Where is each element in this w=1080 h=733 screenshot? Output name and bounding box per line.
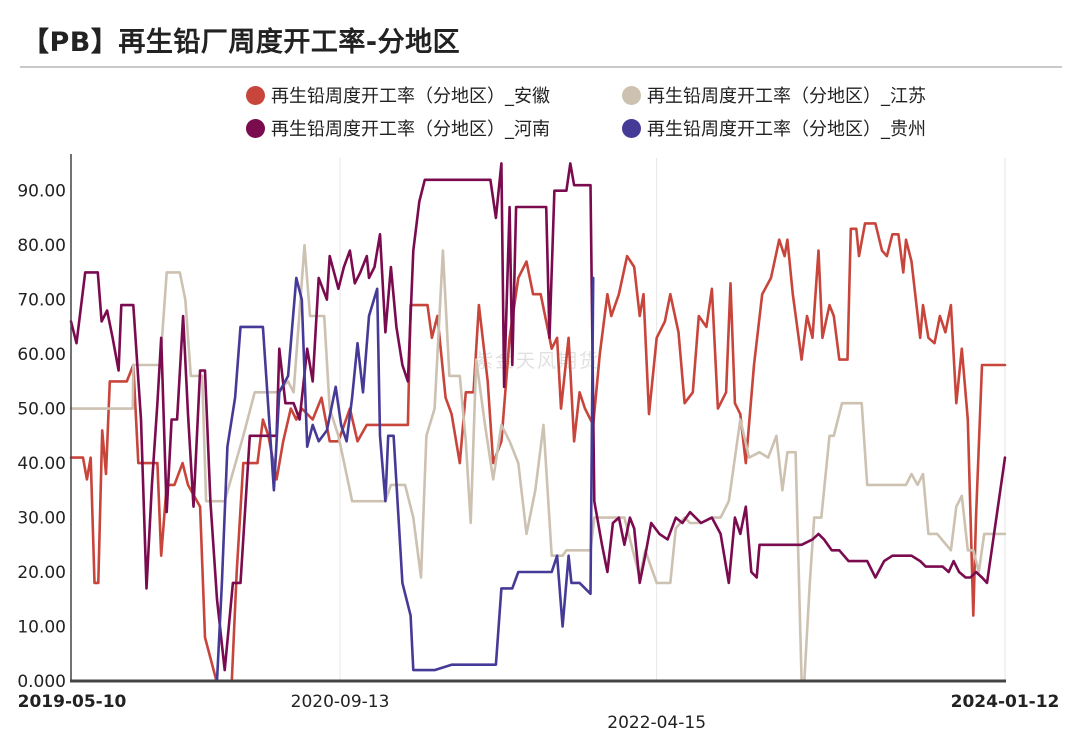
legend-label-guizhou: 再生铅周度开工率（分地区）_贵州	[647, 119, 926, 140]
y-tick-label: 40.00	[17, 454, 66, 474]
legend-label-henan: 再生铅周度开工率（分地区）_河南	[271, 119, 550, 140]
legend-marker-anhui	[246, 85, 265, 105]
legend-marker-henan	[246, 118, 265, 138]
legend-item-guizhou[interactable]: 再生铅周度开工率（分地区）_贵州	[622, 115, 926, 141]
x-tick-label: 2019-05-10	[18, 692, 127, 712]
y-tick-label: 10.00	[17, 618, 66, 638]
series-line-0	[69, 222, 1007, 683]
y-tick-label: 70.00	[17, 291, 66, 311]
y-tick-label: 50.00	[17, 400, 66, 420]
series-line-3	[206, 276, 595, 683]
legend-item-anhui[interactable]: 再生铅周度开工率（分地区）_安徽	[246, 82, 550, 108]
y-tick-label: 60.00	[17, 345, 66, 365]
series-line-2	[69, 162, 1007, 672]
legend-item-henan[interactable]: 再生铅周度开工率（分地区）_河南	[246, 115, 550, 141]
x-tick-label: 2020-09-13	[291, 692, 390, 712]
y-tick-label: 80.00	[17, 236, 66, 256]
legend-label-jiangsu: 再生铅周度开工率（分地区）_江苏	[647, 86, 926, 107]
legend-item-jiangsu[interactable]: 再生铅周度开工率（分地区）_江苏	[622, 82, 926, 108]
y-tick-label: 90.00	[17, 182, 66, 202]
x-tick-label: 2022-04-15	[607, 713, 706, 733]
legend-label-anhui: 再生铅周度开工率（分地区）_安徽	[271, 86, 550, 107]
x-tick-label: 2024-01-12	[951, 692, 1060, 712]
y-tick-label: 0.000	[17, 672, 66, 692]
legend-marker-guizhou	[622, 118, 641, 138]
legend-marker-jiangsu	[622, 85, 641, 105]
title-divider	[20, 66, 1062, 68]
page-title: 【PB】再生铅厂周度开工率-分地区	[22, 27, 461, 58]
y-tick-label: 20.00	[17, 563, 66, 583]
y-tick-label: 30.00	[17, 509, 66, 529]
series-line-1	[69, 243, 1007, 683]
